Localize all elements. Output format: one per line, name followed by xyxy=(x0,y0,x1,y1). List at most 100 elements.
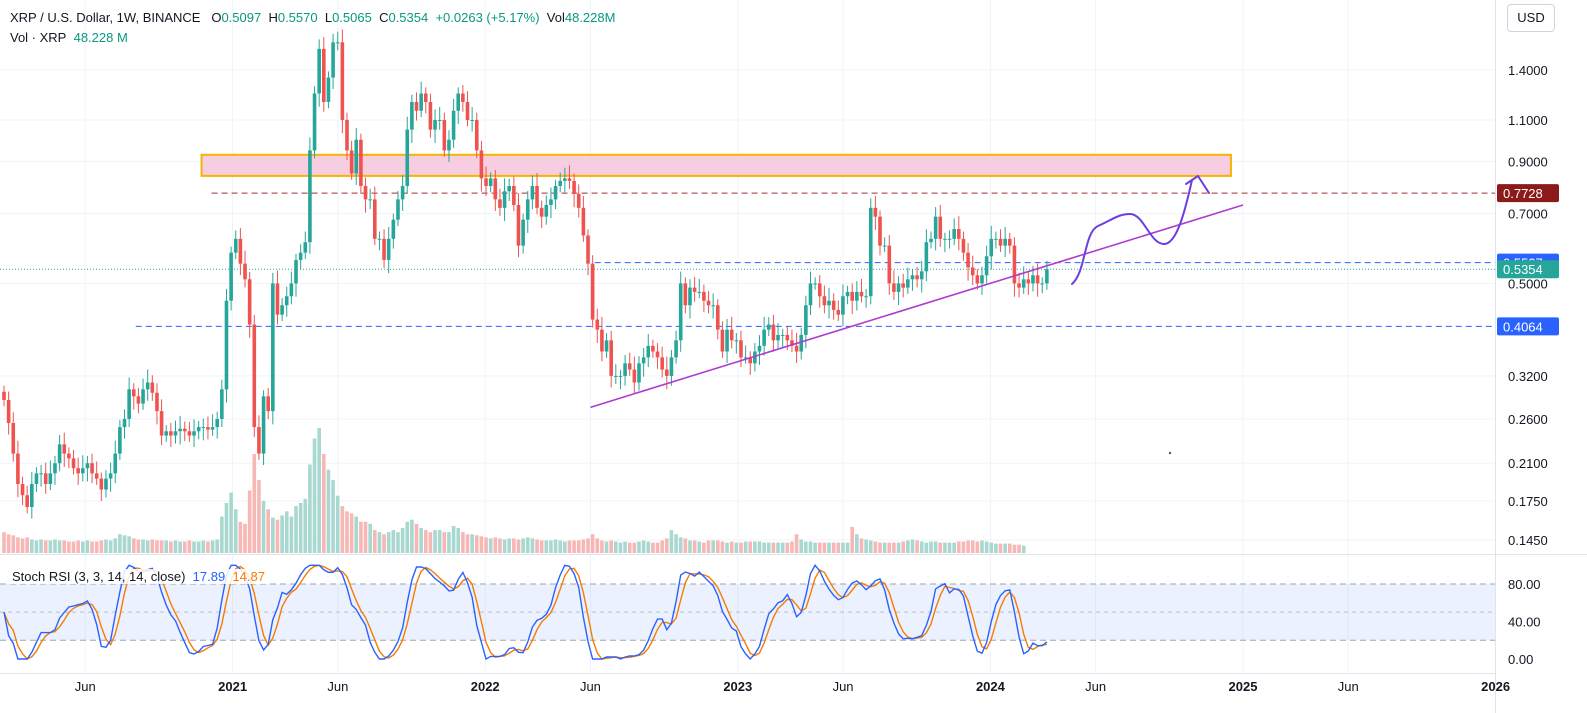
volume-bar xyxy=(743,541,748,553)
candle-body xyxy=(878,216,882,246)
volume-bar xyxy=(938,542,943,553)
volume-bar xyxy=(665,538,669,553)
volume-bar xyxy=(739,542,743,553)
stoch-tick-label: 40.00 xyxy=(1508,615,1541,630)
volume-bar xyxy=(127,536,131,553)
candle-body xyxy=(247,279,252,325)
candlesticks xyxy=(2,29,1049,519)
volume-bar xyxy=(1017,544,1021,553)
volume-bar xyxy=(173,540,178,553)
volume-bar xyxy=(729,541,734,553)
candle-body xyxy=(799,334,804,352)
candle-body xyxy=(48,473,53,484)
volume-bar xyxy=(94,541,99,553)
candle-body xyxy=(386,238,391,260)
candle-body xyxy=(488,178,493,186)
volume-bar xyxy=(76,540,80,553)
candle-body xyxy=(164,431,169,436)
volume-bar xyxy=(831,542,836,553)
candle-body xyxy=(410,101,414,130)
volume-bar xyxy=(994,543,998,553)
candle-body xyxy=(845,291,850,297)
volume-bar xyxy=(340,506,345,553)
candle-body xyxy=(637,363,641,383)
volume-bar xyxy=(581,539,586,553)
candle-body xyxy=(706,300,711,306)
volume-bar xyxy=(706,540,711,553)
candle-body xyxy=(794,345,799,352)
stoch-tick-label: 80.00 xyxy=(1508,577,1541,592)
volume-bar xyxy=(317,428,321,553)
candle-body xyxy=(725,329,729,352)
y-tick-label: 0.5000 xyxy=(1508,276,1548,291)
marker-dot xyxy=(1168,451,1172,455)
stoch-k-line xyxy=(3,564,1048,661)
candle-body xyxy=(896,283,901,292)
candle-body xyxy=(641,357,646,364)
volume-bar xyxy=(794,534,799,553)
volume-bar xyxy=(312,438,317,553)
candle-body xyxy=(345,119,349,151)
candle-body xyxy=(159,411,164,436)
volume-bar xyxy=(766,542,771,553)
candle-body xyxy=(80,468,85,474)
volume-bar xyxy=(359,521,363,553)
currency-button[interactable]: USD xyxy=(1507,4,1555,32)
volume-bar xyxy=(43,540,48,553)
volume-bar xyxy=(734,542,739,553)
volume-bar xyxy=(910,539,915,553)
volume-bar xyxy=(544,540,549,553)
candle-body xyxy=(1026,279,1031,284)
volume-bar xyxy=(655,542,660,553)
volume-bar xyxy=(238,521,243,553)
candle-body xyxy=(952,229,956,239)
candle-body xyxy=(808,283,813,306)
volume-bar xyxy=(192,541,196,553)
candle-body xyxy=(915,275,919,280)
candle-body xyxy=(757,345,762,352)
volume-bar xyxy=(85,540,90,553)
volume-bar xyxy=(970,540,975,553)
high-label: H xyxy=(268,10,278,25)
volume-bar xyxy=(725,542,729,553)
candle-body xyxy=(753,351,757,364)
symbol-title[interactable]: XRP / U.S. Dollar, 1W, BINANCE xyxy=(10,10,201,25)
y-tick-label: 0.9000 xyxy=(1508,155,1548,170)
volume-bar xyxy=(674,534,678,553)
candle-body xyxy=(400,185,405,200)
volume-bar xyxy=(882,542,887,553)
x-tick-label: 2026 xyxy=(1481,679,1510,694)
candle-body xyxy=(632,369,637,383)
candle-body xyxy=(618,375,623,377)
candle-body xyxy=(623,363,627,376)
volume-bar xyxy=(933,541,938,553)
candle-body xyxy=(850,291,855,301)
vol-line-value: 48.228 M xyxy=(73,30,128,45)
candle-body xyxy=(289,283,294,297)
stoch-label[interactable]: Stoch RSI (3, 3, 14, 14, close) xyxy=(12,569,186,584)
vol-line-label[interactable]: Vol · XRP xyxy=(10,30,67,45)
candle-body xyxy=(702,291,706,301)
x-tick-label: Jun xyxy=(1085,679,1106,694)
volume-bar xyxy=(145,540,150,553)
volume-bar xyxy=(989,542,994,553)
candle-body xyxy=(57,444,62,464)
trendline xyxy=(590,204,1244,409)
candle-body xyxy=(961,238,966,253)
candle-body xyxy=(683,283,688,306)
volume-bar xyxy=(957,541,961,553)
candle-body xyxy=(340,42,345,120)
candle-body xyxy=(76,468,80,474)
candle-body xyxy=(530,185,535,200)
volume-bar xyxy=(539,540,544,553)
volume-bar xyxy=(535,539,539,553)
candle-body xyxy=(368,199,372,201)
volume-bar xyxy=(947,542,952,553)
candle-body xyxy=(43,473,48,484)
candle-body xyxy=(108,473,113,479)
candle-body xyxy=(322,48,326,102)
candle-body xyxy=(933,216,938,239)
candle-body xyxy=(910,275,915,280)
volume-bar xyxy=(215,539,220,553)
